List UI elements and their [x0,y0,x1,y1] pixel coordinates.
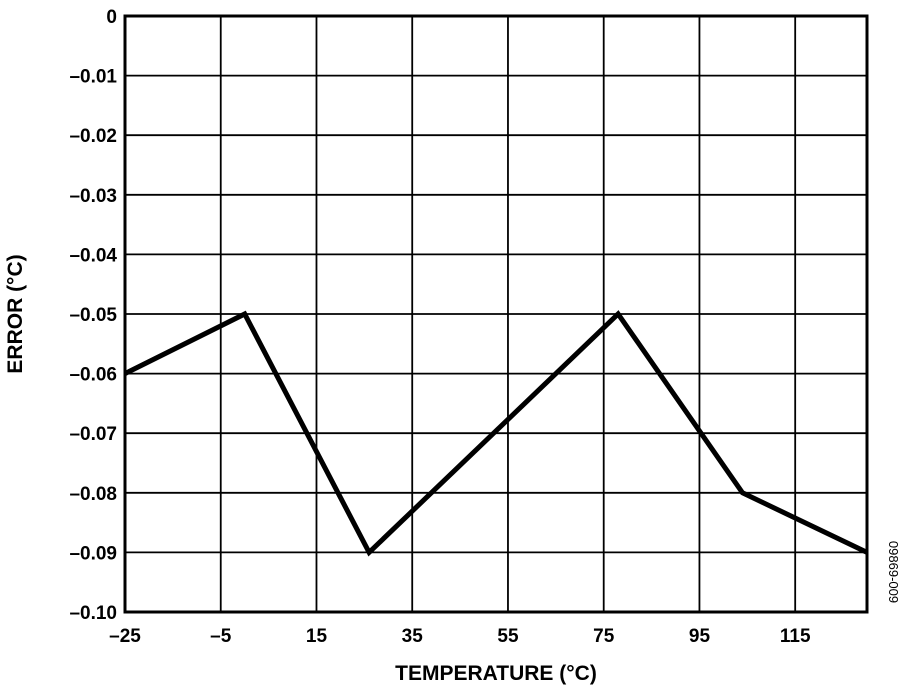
series-group [123,310,869,557]
x-tick-label: 35 [402,626,424,647]
y-tick-label: –0.03 [69,186,117,207]
y-tick-label: –0.01 [69,67,117,88]
x-tick-label: 75 [593,626,615,647]
x-tick-label: 115 [780,626,811,647]
y-tick-label: 0 [106,7,117,28]
x-tick-label: 95 [689,626,711,647]
y-tick-label: –0.02 [69,126,117,147]
y-tick-label: –0.10 [69,603,117,624]
x-axis-title: TEMPERATURE (°C) [395,662,597,685]
x-tick-label: 15 [306,626,328,647]
grid-lines [125,16,867,612]
y-tick-label: –0.08 [69,484,117,505]
y-tick-label: –0.07 [69,424,117,445]
y-tick-label: –0.05 [69,305,117,326]
y-tick-label: –0.06 [69,365,117,386]
y-axis-title: ERROR (°C) [4,254,27,373]
y-axis-tick-labels: 0 –0.01 –0.02 –0.03 –0.04 –0.05 –0.06 –0.07 –0.0… [69,7,117,624]
y-tick-label: –0.09 [69,543,117,564]
x-axis-tick-labels: –25 –5 15 35 55 75 95 115 [109,626,811,647]
figure-id: 09869-009 [886,541,900,603]
plot-frame [123,14,869,614]
x-tick-label: 55 [497,626,519,647]
x-tick-label: –5 [210,626,232,647]
y-tick-label: –0.04 [69,245,117,266]
error-series-line [123,310,869,557]
x-tick-label: –25 [109,626,141,647]
